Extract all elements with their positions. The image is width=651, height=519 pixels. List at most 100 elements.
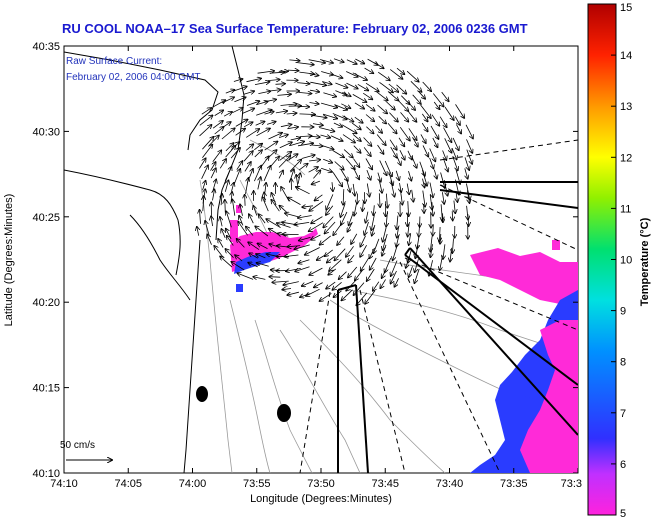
current-vector [379,81,394,92]
current-vector [377,144,384,154]
current-vector [264,99,277,101]
current-vector [231,262,245,271]
current-vector [408,128,417,140]
current-vector [235,255,243,262]
current-vector [287,70,299,71]
y-tick-label: 40:25 [32,212,60,224]
current-vector [278,135,288,138]
current-vector [342,91,350,96]
current-vector [389,112,398,122]
current-vector [360,245,367,257]
current-vector [341,124,357,134]
colorbar-label: Temperature (°C) [639,217,651,306]
current-vector [379,160,387,175]
current-vector [396,156,401,165]
current-vector [255,121,265,126]
x-tick-label: 73:40 [436,478,464,490]
current-vector [341,103,350,109]
current-vector [257,243,268,249]
current-vector [311,145,323,146]
current-vector [452,211,453,220]
current-vector [264,112,274,115]
current-vector [429,182,433,198]
current-vector [320,235,331,245]
current-vector [432,202,433,216]
current-vector [246,227,254,236]
current-vector [308,59,325,63]
current-vector [224,167,231,182]
current-vector [298,92,312,93]
current-vector [354,202,357,216]
current-vector [323,158,332,163]
current-vector [333,290,342,297]
current-vector [354,116,363,123]
current-vector [334,248,346,261]
current-vector [309,74,319,76]
x-tick-label: 74:00 [179,478,207,490]
current-vector [227,236,234,246]
current-vector [212,150,222,163]
current-vector [467,190,469,203]
current-vector [342,115,354,122]
current-vector [200,210,201,224]
current-vector [253,277,266,280]
current-vector [443,127,452,143]
current-vector [256,110,272,116]
current-vector [419,222,420,236]
current-vector [291,179,292,190]
current-vector [398,100,409,111]
y-tick-label: 40:15 [32,383,60,395]
current-vector [440,233,441,244]
current-vector [333,58,344,63]
current-vector [295,266,310,272]
current-vector [235,120,248,127]
current-vector [264,141,278,151]
current-vector [332,281,342,290]
current-vector [342,134,355,143]
current-vector [373,205,374,215]
y-tick-label: 40:20 [32,297,60,309]
current-vector [253,206,258,216]
current-vector [354,102,364,109]
current-vector [466,183,469,200]
current-vector [430,236,432,251]
current-vector [255,226,269,237]
current-vector [370,257,377,270]
current-vector [388,171,393,185]
current-vector [226,211,232,228]
current-vector [423,190,425,207]
current-vector [373,238,380,253]
y-tick-label: 40:10 [32,468,60,480]
current-vector [256,128,270,137]
current-vector [390,146,397,158]
current-vector [389,69,402,79]
current-vector [248,242,260,250]
current-vector [383,233,388,250]
current-vector [348,266,358,278]
current-vector [346,71,358,77]
current-vector [343,149,353,158]
colorbar-tick-label: 7 [620,408,626,420]
current-vector [429,260,433,276]
current-vector [278,156,290,168]
current-vector [400,112,409,121]
current-vector [302,280,314,286]
current-vector [267,80,280,81]
current-vector [456,191,458,202]
current-vector [366,126,373,134]
current-vector [378,179,382,193]
current-vector [277,94,292,95]
current-vector [334,161,344,170]
current-vector [280,124,292,126]
current-vector [468,214,469,226]
y-axis-ticks: 40:35 40:30 40:25 40:20 40:15 40:10 [32,41,578,480]
current-vector [409,233,411,246]
current-vector [221,97,234,104]
current-vector [451,147,457,159]
colorbar-ticks: 15 14 13 12 11 10 9 8 7 6 5 [611,2,632,519]
current-vector [286,113,297,114]
current-vector [432,93,443,107]
current-vector [320,167,332,172]
current-vector [296,187,310,195]
current-vector [390,180,395,197]
